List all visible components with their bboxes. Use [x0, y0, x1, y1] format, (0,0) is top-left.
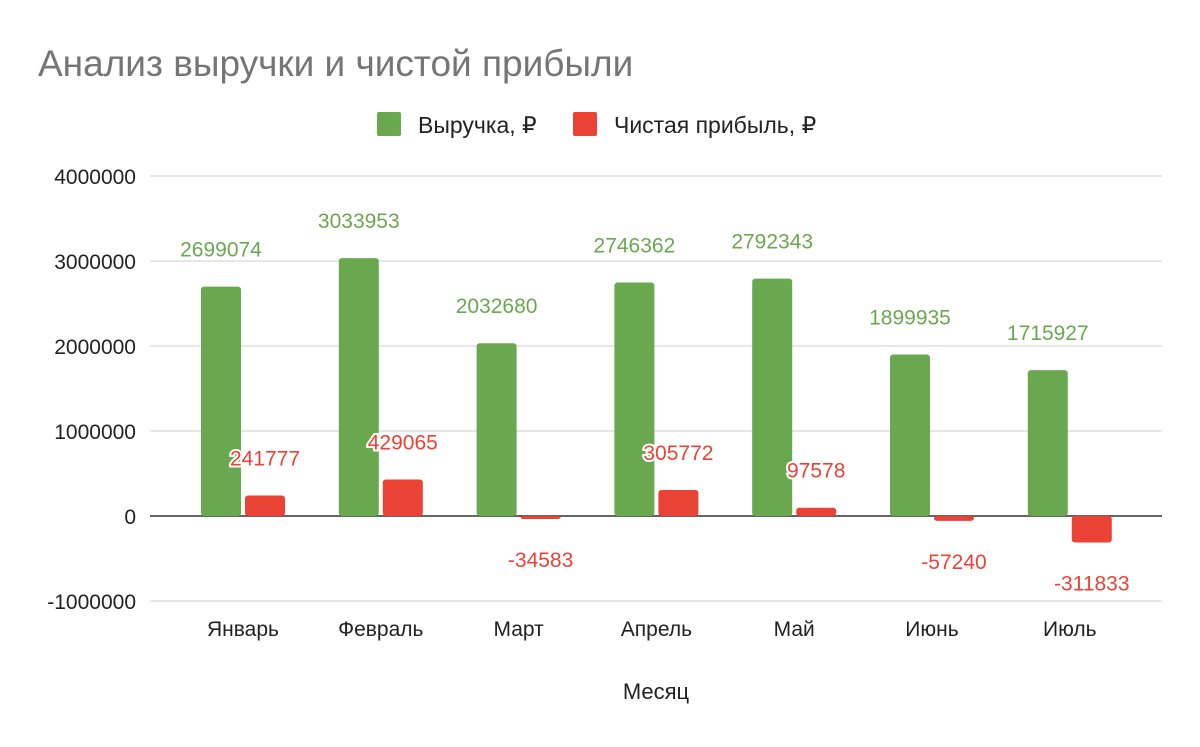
bar-revenue — [752, 278, 793, 516]
y-tick-label: 4000000 — [54, 166, 136, 189]
x-tick-label: Январь — [207, 618, 279, 641]
chart-title: Анализ выручки и чистой прибыли — [38, 43, 633, 84]
y-tick-label: 1000000 — [54, 421, 136, 444]
x-tick-label: Март — [493, 618, 544, 641]
x-tick-label: Июнь — [905, 618, 958, 641]
bar-profit — [658, 490, 699, 516]
bar-profit — [934, 516, 974, 521]
bar-revenue — [614, 282, 655, 516]
legend-label-profit: Чистая прибыль, ₽ — [614, 112, 816, 138]
x-tick-label: Июль — [1043, 618, 1097, 641]
bar-profit — [520, 516, 561, 519]
bar-revenue — [1027, 370, 1068, 516]
bar-profit — [382, 479, 423, 516]
bar-revenue — [201, 286, 241, 516]
x-tick-label: Май — [774, 618, 815, 641]
data-label-profit: -311833 — [1054, 573, 1130, 596]
bar-revenue — [338, 258, 379, 516]
data-label-revenue: 2792343 — [731, 231, 813, 254]
data-label-profit: 305772 — [643, 442, 713, 465]
y-tick-label: 2000000 — [54, 336, 136, 359]
legend-swatch-profit — [573, 112, 597, 136]
legend-label-revenue: Выручка, ₽ — [418, 112, 537, 138]
data-label-profit: 429065 — [368, 432, 438, 455]
legend: Выручка, ₽ Чистая прибыль, ₽ — [377, 112, 816, 138]
data-label-revenue: 3033953 — [318, 210, 400, 233]
bar-revenue — [476, 343, 517, 516]
bar-revenue — [890, 354, 930, 516]
bar-profit — [1071, 516, 1112, 543]
data-label-revenue: 1899935 — [869, 307, 951, 330]
data-label-revenue: 2746362 — [594, 235, 676, 258]
y-tick-label: 0 — [124, 506, 136, 529]
y-tick-label: -1000000 — [47, 591, 136, 614]
legend-swatch-revenue — [377, 112, 401, 136]
bar-profit — [245, 495, 285, 516]
data-label-revenue: 1715927 — [1007, 322, 1089, 345]
data-label-revenue: 2032680 — [456, 295, 538, 318]
x-axis-title: Месяц — [623, 679, 690, 704]
data-label-revenue: 2699074 — [180, 239, 262, 262]
x-tick-label: Февраль — [338, 618, 423, 641]
bar-profit — [796, 507, 837, 516]
x-tick-label: Апрель — [621, 618, 692, 641]
y-tick-label: 3000000 — [54, 251, 136, 274]
data-label-profit: 97578 — [787, 460, 845, 483]
data-label-profit: -34583 — [508, 549, 573, 572]
data-label-profit: -57240 — [921, 551, 986, 574]
data-label-profit: 241777 — [230, 447, 300, 470]
